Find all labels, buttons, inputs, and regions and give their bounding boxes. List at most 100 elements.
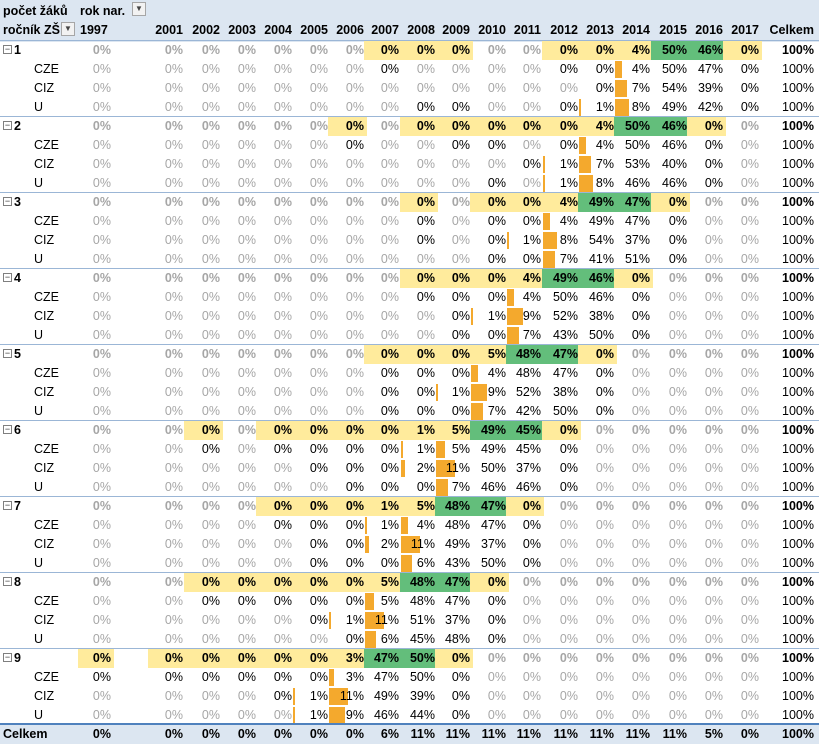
value-cell[interactable]: 47% [364, 649, 402, 668]
value-cell[interactable]: 100% [760, 212, 817, 231]
value-cell[interactable]: 5% [435, 440, 473, 459]
value-cell[interactable]: 0% [78, 668, 114, 687]
value-cell[interactable]: 0% [184, 516, 223, 535]
value-cell[interactable]: 0% [614, 668, 653, 687]
value-cell[interactable]: 0% [78, 421, 114, 440]
value-cell[interactable]: 0% [506, 60, 544, 79]
value-cell[interactable]: 0% [400, 402, 438, 421]
collapse-minus-icon[interactable]: − [3, 44, 12, 54]
value-cell[interactable]: 49% [578, 193, 617, 212]
value-cell[interactable]: 42% [506, 402, 544, 421]
value-cell[interactable]: 0% [542, 136, 581, 155]
value-cell[interactable]: 0% [184, 174, 223, 193]
value-cell[interactable]: 46% [364, 706, 402, 725]
value-cell[interactable]: 7% [578, 155, 617, 174]
value-cell[interactable]: 45% [506, 440, 544, 459]
value-cell[interactable]: 0% [292, 269, 331, 288]
value-cell[interactable]: 0% [364, 231, 402, 250]
value-cell[interactable]: 0% [614, 440, 653, 459]
value-cell[interactable]: 0% [292, 516, 331, 535]
value-cell[interactable]: 0% [184, 136, 223, 155]
value-cell[interactable]: 0% [435, 250, 473, 269]
value-cell[interactable]: 0% [328, 136, 367, 155]
value-cell[interactable]: 47% [435, 592, 473, 611]
value-cell[interactable]: 0% [78, 706, 114, 725]
value-cell[interactable]: 0% [687, 174, 726, 193]
value-cell[interactable]: 0% [148, 250, 186, 269]
value-cell[interactable]: 46% [651, 174, 690, 193]
value-cell[interactable]: 0% [148, 535, 186, 554]
value-cell[interactable]: 0% [328, 117, 367, 136]
value-cell[interactable]: 47% [614, 193, 653, 212]
value-cell[interactable]: 0% [184, 611, 223, 630]
value-cell[interactable]: 0% [687, 421, 726, 440]
value-cell[interactable]: 0% [435, 41, 473, 60]
value-cell[interactable]: 0% [220, 212, 259, 231]
value-cell[interactable]: 0% [256, 326, 295, 345]
collapse-minus-icon[interactable]: − [3, 196, 12, 206]
value-cell[interactable]: 0% [328, 421, 367, 440]
value-cell[interactable]: 47% [542, 345, 581, 364]
value-cell[interactable]: 0% [256, 402, 295, 421]
value-cell[interactable]: 1% [364, 516, 402, 535]
value-cell[interactable]: 0% [220, 174, 259, 193]
value-cell[interactable]: 0% [328, 288, 367, 307]
value-cell[interactable]: 0% [364, 307, 402, 326]
value-cell[interactable]: 0% [614, 592, 653, 611]
value-cell[interactable]: 0% [506, 136, 544, 155]
value-cell[interactable]: 45% [506, 421, 544, 440]
value-cell[interactable]: 0% [470, 611, 509, 630]
value-cell[interactable]: 0% [614, 649, 653, 668]
value-cell[interactable]: 0% [184, 212, 223, 231]
value-cell[interactable]: 100% [760, 269, 817, 288]
value-cell[interactable]: 0% [148, 459, 186, 478]
value-cell[interactable]: 0% [400, 60, 438, 79]
value-cell[interactable]: 0% [184, 288, 223, 307]
value-cell[interactable]: 0% [400, 212, 438, 231]
value-cell[interactable]: 0% [220, 630, 259, 649]
value-cell[interactable]: 0% [687, 250, 726, 269]
value-cell[interactable]: 0% [148, 212, 186, 231]
value-cell[interactable]: 0% [148, 155, 186, 174]
value-cell[interactable]: 0% [542, 649, 581, 668]
value-cell[interactable]: 0% [328, 573, 367, 592]
value-cell[interactable]: 0% [292, 421, 331, 440]
value-cell[interactable]: 0% [578, 611, 617, 630]
value-cell[interactable]: 0% [364, 459, 402, 478]
value-cell[interactable]: 0% [723, 554, 762, 573]
value-cell[interactable]: 0% [687, 326, 726, 345]
value-cell[interactable]: 9% [328, 706, 367, 725]
value-cell[interactable]: 0% [220, 554, 259, 573]
value-cell[interactable]: 7% [435, 478, 473, 497]
value-cell[interactable]: 0% [292, 307, 331, 326]
value-cell[interactable]: 37% [614, 231, 653, 250]
grand-total-cell[interactable]: 0% [164, 727, 183, 741]
value-cell[interactable]: 0% [364, 269, 402, 288]
value-cell[interactable]: 48% [435, 497, 473, 516]
value-cell[interactable]: 0% [364, 41, 402, 60]
value-cell[interactable]: 0% [148, 117, 186, 136]
value-cell[interactable]: 0% [78, 611, 114, 630]
value-cell[interactable]: 0% [506, 41, 544, 60]
value-cell[interactable]: 0% [256, 649, 295, 668]
value-cell[interactable]: 50% [470, 459, 509, 478]
value-cell[interactable]: 0% [506, 668, 544, 687]
value-cell[interactable]: 0% [148, 421, 186, 440]
value-cell[interactable]: 37% [506, 459, 544, 478]
value-cell[interactable]: 0% [400, 307, 438, 326]
value-cell[interactable]: 0% [364, 383, 402, 402]
value-cell[interactable]: 100% [760, 364, 817, 383]
value-cell[interactable]: 0% [220, 383, 259, 402]
value-cell[interactable]: 0% [542, 687, 581, 706]
value-cell[interactable]: 0% [651, 687, 690, 706]
value-cell[interactable]: 100% [760, 60, 817, 79]
value-cell[interactable]: 52% [542, 307, 581, 326]
value-cell[interactable]: 0% [256, 136, 295, 155]
grand-total-cell[interactable]: 0% [273, 727, 292, 741]
value-cell[interactable]: 0% [470, 41, 509, 60]
value-cell[interactable]: 0% [723, 307, 762, 326]
value-cell[interactable]: 0% [578, 478, 617, 497]
value-cell[interactable]: 0% [220, 649, 259, 668]
value-cell[interactable]: 0% [687, 345, 726, 364]
value-cell[interactable]: 0% [256, 592, 295, 611]
